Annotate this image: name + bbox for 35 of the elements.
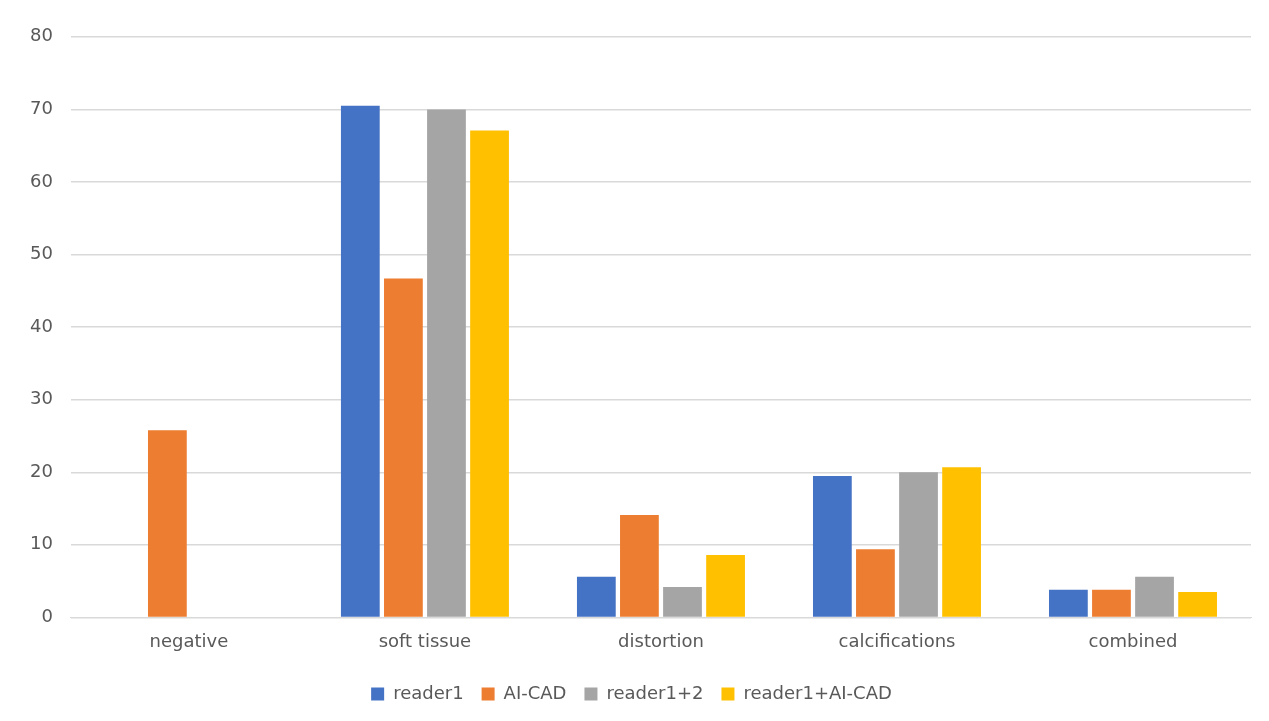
bar bbox=[1135, 576, 1174, 617]
bar bbox=[340, 105, 380, 617]
legend-label: AI-CAD bbox=[503, 681, 567, 703]
bar bbox=[576, 576, 616, 617]
bar bbox=[1049, 589, 1088, 617]
bar bbox=[942, 467, 981, 617]
bar bbox=[812, 475, 852, 617]
bar bbox=[147, 430, 187, 617]
y-tick-label: 40 bbox=[30, 314, 53, 336]
y-tick-label: 10 bbox=[30, 532, 53, 554]
bar bbox=[1178, 592, 1217, 617]
bar bbox=[663, 586, 702, 617]
legend-label: reader1+AI-CAD bbox=[743, 681, 892, 703]
bar bbox=[620, 515, 659, 617]
y-tick-label: 20 bbox=[30, 459, 53, 481]
y-tick-label: 80 bbox=[30, 24, 53, 46]
bar bbox=[899, 472, 938, 617]
legend-label: reader1 bbox=[393, 681, 464, 703]
y-tick-label: 0 bbox=[41, 605, 53, 627]
y-tick-label: 30 bbox=[30, 387, 53, 409]
bar bbox=[384, 278, 423, 617]
x-tick-label: negative bbox=[149, 629, 229, 651]
legend-label: reader1+2 bbox=[606, 681, 704, 703]
x-tick-label: combined bbox=[1088, 629, 1178, 651]
bar bbox=[470, 130, 509, 617]
x-tick-label: calcifications bbox=[838, 629, 956, 651]
x-tick-label: distortion bbox=[618, 629, 704, 651]
bar bbox=[706, 554, 745, 617]
y-tick-label: 50 bbox=[30, 242, 53, 264]
x-tick-label: soft tissue bbox=[378, 629, 472, 651]
bar bbox=[1092, 589, 1131, 617]
bar bbox=[856, 549, 895, 617]
y-tick-label: 70 bbox=[30, 97, 53, 119]
y-tick-label: 60 bbox=[30, 169, 53, 191]
bar bbox=[427, 109, 466, 617]
